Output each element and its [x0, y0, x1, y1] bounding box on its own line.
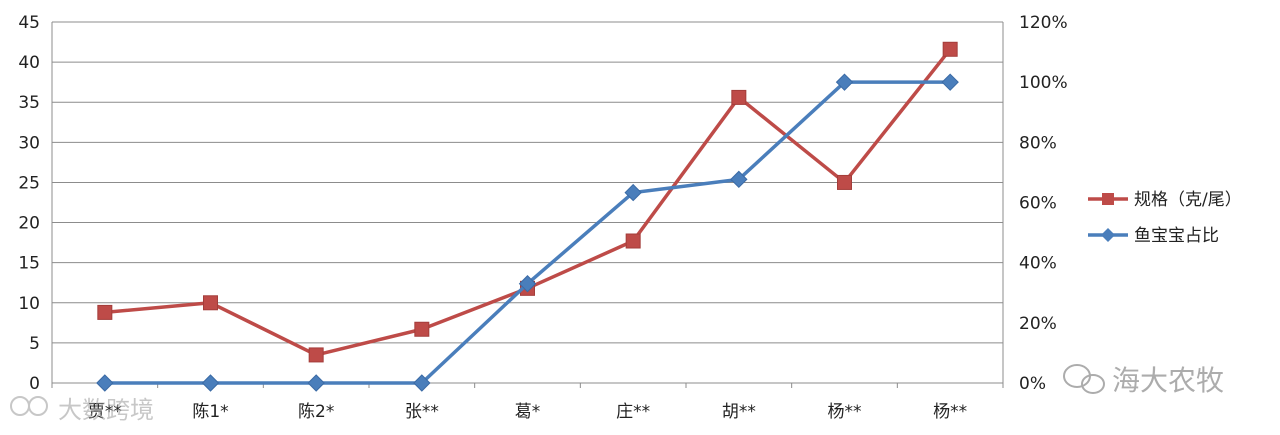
- left-tick-label: 30: [18, 133, 40, 153]
- data-point: [201, 374, 220, 392]
- data-point: [624, 183, 642, 202]
- right-tick-label: 120%: [1019, 13, 1068, 33]
- legend-item: 鱼宝宝占比: [1088, 226, 1219, 246]
- left-tick-label: 45: [18, 13, 40, 33]
- data-point: [731, 89, 747, 105]
- x-category-label: 贾**: [88, 402, 122, 422]
- x-axis-categories: 贾** 陈1* 陈2* 张** 葛* 庄** 胡** 杨** 杨**: [88, 402, 967, 422]
- left-tick-label: 10: [18, 294, 40, 314]
- data-point: [96, 374, 114, 392]
- data-point: [625, 233, 641, 249]
- legend-label: 鱼宝宝占比: [1134, 226, 1219, 246]
- data-point: [307, 374, 325, 392]
- x-category-label: 葛*: [515, 402, 541, 422]
- x-category-label: 杨**: [933, 402, 967, 422]
- legend: 规格（克/尾） 鱼宝宝占比: [1088, 190, 1242, 246]
- right-tick-label: 60%: [1019, 194, 1057, 214]
- data-point: [413, 374, 431, 392]
- left-tick-label: 5: [29, 334, 40, 354]
- watermark-logo-icon: [10, 396, 48, 416]
- data-point: [730, 170, 748, 189]
- left-tick-label: 20: [18, 214, 40, 234]
- watermark-text-right: 海大农牧: [1112, 364, 1224, 397]
- left-tick-label: 15: [18, 254, 40, 274]
- data-point: [414, 321, 430, 337]
- data-point: [835, 73, 854, 91]
- series-layer: [96, 41, 959, 392]
- data-point: [97, 304, 113, 320]
- series-line: [104, 48, 952, 357]
- left-tick-label: 25: [18, 173, 40, 193]
- right-tick-label: 80%: [1019, 133, 1057, 153]
- right-y-axis-ticks: 0% 20% 40% 60% 80% 100% 120%: [1019, 13, 1068, 394]
- watermark-bottom-left: 大数跨境: [10, 396, 154, 424]
- wechat-icon: [1063, 364, 1105, 394]
- legend-label: 规格（克/尾）: [1134, 190, 1242, 210]
- data-point: [837, 174, 852, 190]
- x-category-label: 胡**: [722, 402, 756, 422]
- axes: [51, 22, 1004, 388]
- left-y-axis-ticks: 0 5 10 15 20 25 30 35 40 45: [18, 13, 40, 394]
- legend-item: 规格（克/尾）: [1088, 190, 1242, 210]
- data-point: [308, 347, 324, 363]
- series-line: [104, 80, 951, 385]
- x-category-label: 庄**: [616, 402, 650, 422]
- x-category-label: 张**: [405, 402, 439, 422]
- x-category-label: 杨**: [828, 402, 862, 422]
- right-tick-label: 100%: [1019, 73, 1068, 93]
- series-1: [97, 41, 958, 363]
- data-point: [941, 73, 959, 91]
- watermark-text-left: 大数跨境: [58, 396, 154, 424]
- data-point: [942, 41, 958, 57]
- left-tick-label: 35: [18, 93, 40, 113]
- x-category-label: 陈2*: [298, 402, 334, 422]
- watermark-bottom-right: 海大农牧: [1063, 364, 1224, 397]
- data-point: [518, 275, 537, 293]
- left-tick-label: 40: [18, 53, 40, 73]
- x-category-label: 陈1*: [192, 402, 228, 422]
- right-tick-label: 40%: [1019, 254, 1057, 274]
- legend-marker: [1102, 193, 1114, 205]
- data-point: [203, 295, 218, 311]
- right-tick-label: 0%: [1019, 374, 1046, 394]
- left-tick-label: 0: [29, 374, 40, 394]
- series-2: [96, 73, 959, 392]
- right-tick-label: 20%: [1019, 314, 1057, 334]
- legend-marker: [1101, 228, 1115, 242]
